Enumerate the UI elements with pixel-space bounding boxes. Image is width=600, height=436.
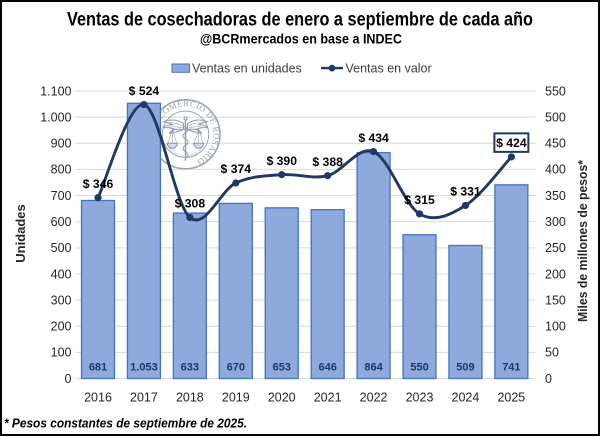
svg-text:$ 424: $ 424 (496, 136, 527, 150)
svg-text:Miles de millones de pesos*: Miles de millones de pesos* (576, 160, 590, 322)
svg-text:$ 308: $ 308 (175, 197, 206, 211)
svg-text:$ 374: $ 374 (221, 162, 252, 176)
svg-text:$ 390: $ 390 (266, 154, 297, 168)
svg-text:$ 315: $ 315 (404, 193, 435, 207)
svg-text:0: 0 (545, 372, 552, 386)
svg-text:400: 400 (545, 163, 566, 177)
svg-text:670: 670 (227, 362, 245, 374)
svg-text:0: 0 (65, 372, 72, 386)
svg-text:653: 653 (273, 362, 291, 374)
svg-text:Ventas en valor: Ventas en valor (346, 62, 432, 76)
svg-text:741: 741 (502, 362, 520, 374)
svg-text:$ 346: $ 346 (83, 177, 114, 191)
svg-text:$ 434: $ 434 (358, 131, 389, 145)
svg-text:2021: 2021 (314, 391, 342, 405)
svg-text:450: 450 (545, 137, 566, 151)
svg-text:$ 331: $ 331 (450, 185, 481, 199)
svg-text:2023: 2023 (406, 391, 434, 405)
svg-text:500: 500 (545, 110, 566, 124)
svg-text:600: 600 (51, 215, 72, 229)
svg-text:2020: 2020 (268, 391, 296, 405)
svg-text:150: 150 (545, 293, 566, 307)
svg-text:1.100: 1.100 (40, 84, 71, 98)
svg-text:646: 646 (318, 362, 336, 374)
svg-text:300: 300 (545, 215, 566, 229)
svg-text:550: 550 (410, 362, 428, 374)
svg-text:633: 633 (181, 362, 199, 374)
svg-text:Ventas en unidades: Ventas en unidades (192, 62, 302, 76)
svg-text:$ 388: $ 388 (312, 155, 343, 169)
svg-text:@BCRmercados en base a INDEC: @BCRmercados en base a INDEC (200, 31, 402, 47)
svg-text:200: 200 (545, 267, 566, 281)
svg-text:250: 250 (545, 241, 566, 255)
svg-text:1.000: 1.000 (40, 110, 71, 124)
svg-text:550: 550 (545, 84, 566, 98)
svg-text:$ 524: $ 524 (129, 84, 160, 98)
svg-text:* Pesos constantes de septiemb: * Pesos constantes de septiembre de 2025… (4, 416, 247, 431)
svg-text:350: 350 (545, 189, 566, 203)
svg-text:500: 500 (51, 241, 72, 255)
svg-text:100: 100 (51, 346, 72, 360)
svg-text:Unidades: Unidades (13, 204, 28, 263)
svg-text:2016: 2016 (84, 391, 112, 405)
svg-text:700: 700 (51, 189, 72, 203)
svg-text:2024: 2024 (452, 391, 480, 405)
svg-text:200: 200 (51, 320, 72, 334)
svg-text:1.053: 1.053 (130, 362, 158, 374)
svg-text:900: 900 (51, 137, 72, 151)
svg-text:2025: 2025 (497, 391, 525, 405)
svg-text:300: 300 (51, 293, 72, 307)
svg-text:400: 400 (51, 267, 72, 281)
svg-text:681: 681 (89, 362, 107, 374)
svg-text:2017: 2017 (130, 391, 158, 405)
svg-text:100: 100 (545, 320, 566, 334)
svg-text:2022: 2022 (360, 391, 388, 405)
svg-text:864: 864 (364, 362, 383, 374)
svg-text:50: 50 (545, 346, 559, 360)
svg-text:509: 509 (456, 362, 474, 374)
svg-text:800: 800 (51, 163, 72, 177)
svg-text:2019: 2019 (222, 391, 250, 405)
svg-text:2018: 2018 (176, 391, 204, 405)
svg-text:Ventas de cosechadoras de ener: Ventas de cosechadoras de enero a septie… (67, 10, 533, 31)
